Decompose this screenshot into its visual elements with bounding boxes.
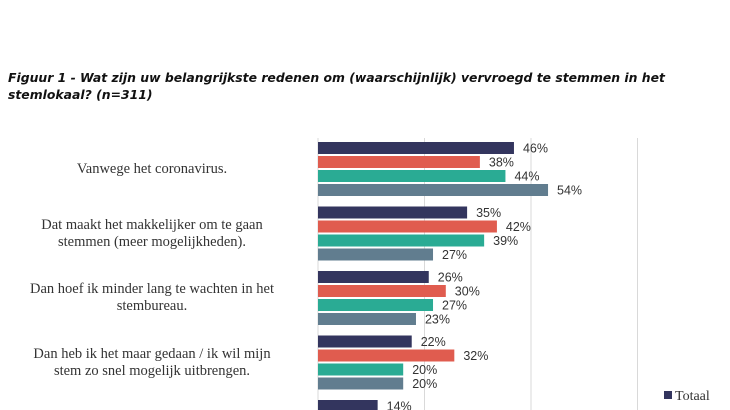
bar [318,248,434,261]
data-label: 26% [438,271,463,285]
data-label: 14% [387,400,412,410]
category-label: Dan hoef ik minder lang te wachten in he… [0,281,304,315]
bar [318,142,514,154]
data-label: 23% [425,313,450,327]
bar [318,299,434,311]
chart-title: Figuur 1 - Wat zijn uw belangrijkste red… [8,70,665,102]
data-label: 32% [463,349,488,363]
category-label-line: stemmen (meer mogelijkheden). [57,233,247,250]
bar [318,206,468,219]
data-label: 20% [412,363,437,377]
data-label: 42% [506,220,531,234]
data-label: 22% [421,335,446,349]
bar [318,400,378,410]
bar [318,363,404,376]
data-label: 27% [442,299,467,313]
bar [318,234,485,247]
bar [318,220,497,233]
data-label: 44% [514,170,539,184]
data-label: 38% [489,156,514,170]
data-label: 35% [476,206,501,220]
category-label-line: Dan hoef ik minder lang te wachten in he… [29,281,274,297]
data-label: 20% [412,377,437,391]
category-label: Dan heb ik het maar gedaan / ik wil mijn… [0,346,304,380]
legend-swatch-totaal [664,391,672,399]
data-label: 39% [493,234,518,248]
category-label-line: Dan heb ik het maar gedaan / ik wil mijn [33,345,271,362]
legend: Totaal [664,389,710,405]
data-label: 46% [523,142,548,156]
category-label-line: stembureau. [116,298,188,314]
bar [318,156,480,168]
bar [318,377,404,390]
category-label-line: stem zo snel mogelijk uitbrengen. [53,362,251,379]
bar [318,184,549,196]
bar [318,170,506,182]
category-label-line: Dat maakt het makkelijker om te gaan [41,216,263,233]
category-label-line: Vanwege het coronavirus. [76,160,228,177]
bar [318,271,429,283]
category-label: Vanwege het coronavirus. [0,161,304,178]
bar [318,285,446,297]
bar [318,349,455,362]
category-label: Dat maakt het makkelijker om te gaan stem… [0,217,304,251]
bar [318,335,412,348]
bar [318,313,416,325]
data-label: 30% [455,285,480,299]
data-label: 27% [442,248,467,262]
legend-label-totaal: Totaal [675,389,710,404]
data-label: 54% [557,184,582,198]
